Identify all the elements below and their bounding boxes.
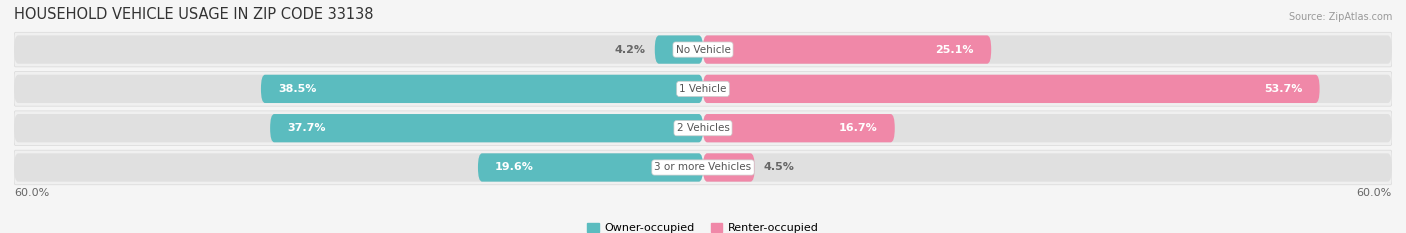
Text: 4.5%: 4.5%	[763, 162, 794, 172]
FancyBboxPatch shape	[14, 32, 1392, 67]
FancyBboxPatch shape	[703, 75, 1392, 103]
Text: 37.7%: 37.7%	[287, 123, 326, 133]
Text: 2 Vehicles: 2 Vehicles	[676, 123, 730, 133]
FancyBboxPatch shape	[14, 75, 703, 103]
FancyBboxPatch shape	[14, 72, 1392, 106]
FancyBboxPatch shape	[703, 75, 1320, 103]
Text: 25.1%: 25.1%	[935, 45, 974, 55]
FancyBboxPatch shape	[270, 114, 703, 142]
Text: HOUSEHOLD VEHICLE USAGE IN ZIP CODE 33138: HOUSEHOLD VEHICLE USAGE IN ZIP CODE 3313…	[14, 7, 374, 22]
Legend: Owner-occupied, Renter-occupied: Owner-occupied, Renter-occupied	[583, 218, 823, 233]
Text: Source: ZipAtlas.com: Source: ZipAtlas.com	[1288, 12, 1392, 22]
Text: 4.2%: 4.2%	[614, 45, 645, 55]
FancyBboxPatch shape	[478, 153, 703, 182]
Text: 53.7%: 53.7%	[1264, 84, 1302, 94]
FancyBboxPatch shape	[14, 111, 1392, 145]
Text: 1 Vehicle: 1 Vehicle	[679, 84, 727, 94]
FancyBboxPatch shape	[703, 114, 1392, 142]
FancyBboxPatch shape	[14, 150, 1392, 185]
Text: 3 or more Vehicles: 3 or more Vehicles	[654, 162, 752, 172]
FancyBboxPatch shape	[655, 35, 703, 64]
FancyBboxPatch shape	[14, 35, 703, 64]
FancyBboxPatch shape	[703, 35, 991, 64]
FancyBboxPatch shape	[703, 153, 1392, 182]
Text: No Vehicle: No Vehicle	[675, 45, 731, 55]
Text: 38.5%: 38.5%	[278, 84, 316, 94]
FancyBboxPatch shape	[14, 114, 703, 142]
FancyBboxPatch shape	[703, 114, 894, 142]
Text: 19.6%: 19.6%	[495, 162, 534, 172]
Text: 60.0%: 60.0%	[14, 188, 49, 198]
FancyBboxPatch shape	[14, 153, 703, 182]
Text: 60.0%: 60.0%	[1357, 188, 1392, 198]
FancyBboxPatch shape	[703, 153, 755, 182]
Text: 16.7%: 16.7%	[839, 123, 877, 133]
FancyBboxPatch shape	[703, 35, 1392, 64]
FancyBboxPatch shape	[262, 75, 703, 103]
